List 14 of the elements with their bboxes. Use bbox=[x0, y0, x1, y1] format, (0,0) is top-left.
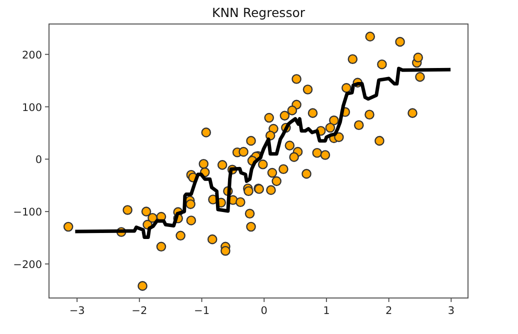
y-tick-label: −200 bbox=[13, 258, 42, 271]
chart-title: KNN Regressor bbox=[212, 5, 306, 20]
x-tick-label: −3 bbox=[69, 305, 85, 317]
y-tick-label: −100 bbox=[13, 206, 42, 219]
y-tick-label: 0 bbox=[35, 154, 42, 166]
x-tick-label: −2 bbox=[132, 305, 148, 317]
x-tick-label: 2 bbox=[385, 305, 392, 317]
x-tick-label: −1 bbox=[194, 305, 210, 317]
x-tick-label: 3 bbox=[448, 305, 455, 317]
x-tick-label: 0 bbox=[260, 305, 268, 317]
y-tick-label: 100 bbox=[22, 102, 42, 114]
x-tick-label: 1 bbox=[323, 305, 330, 317]
line-series bbox=[73, 66, 452, 239]
y-tick-label: 200 bbox=[22, 49, 42, 62]
